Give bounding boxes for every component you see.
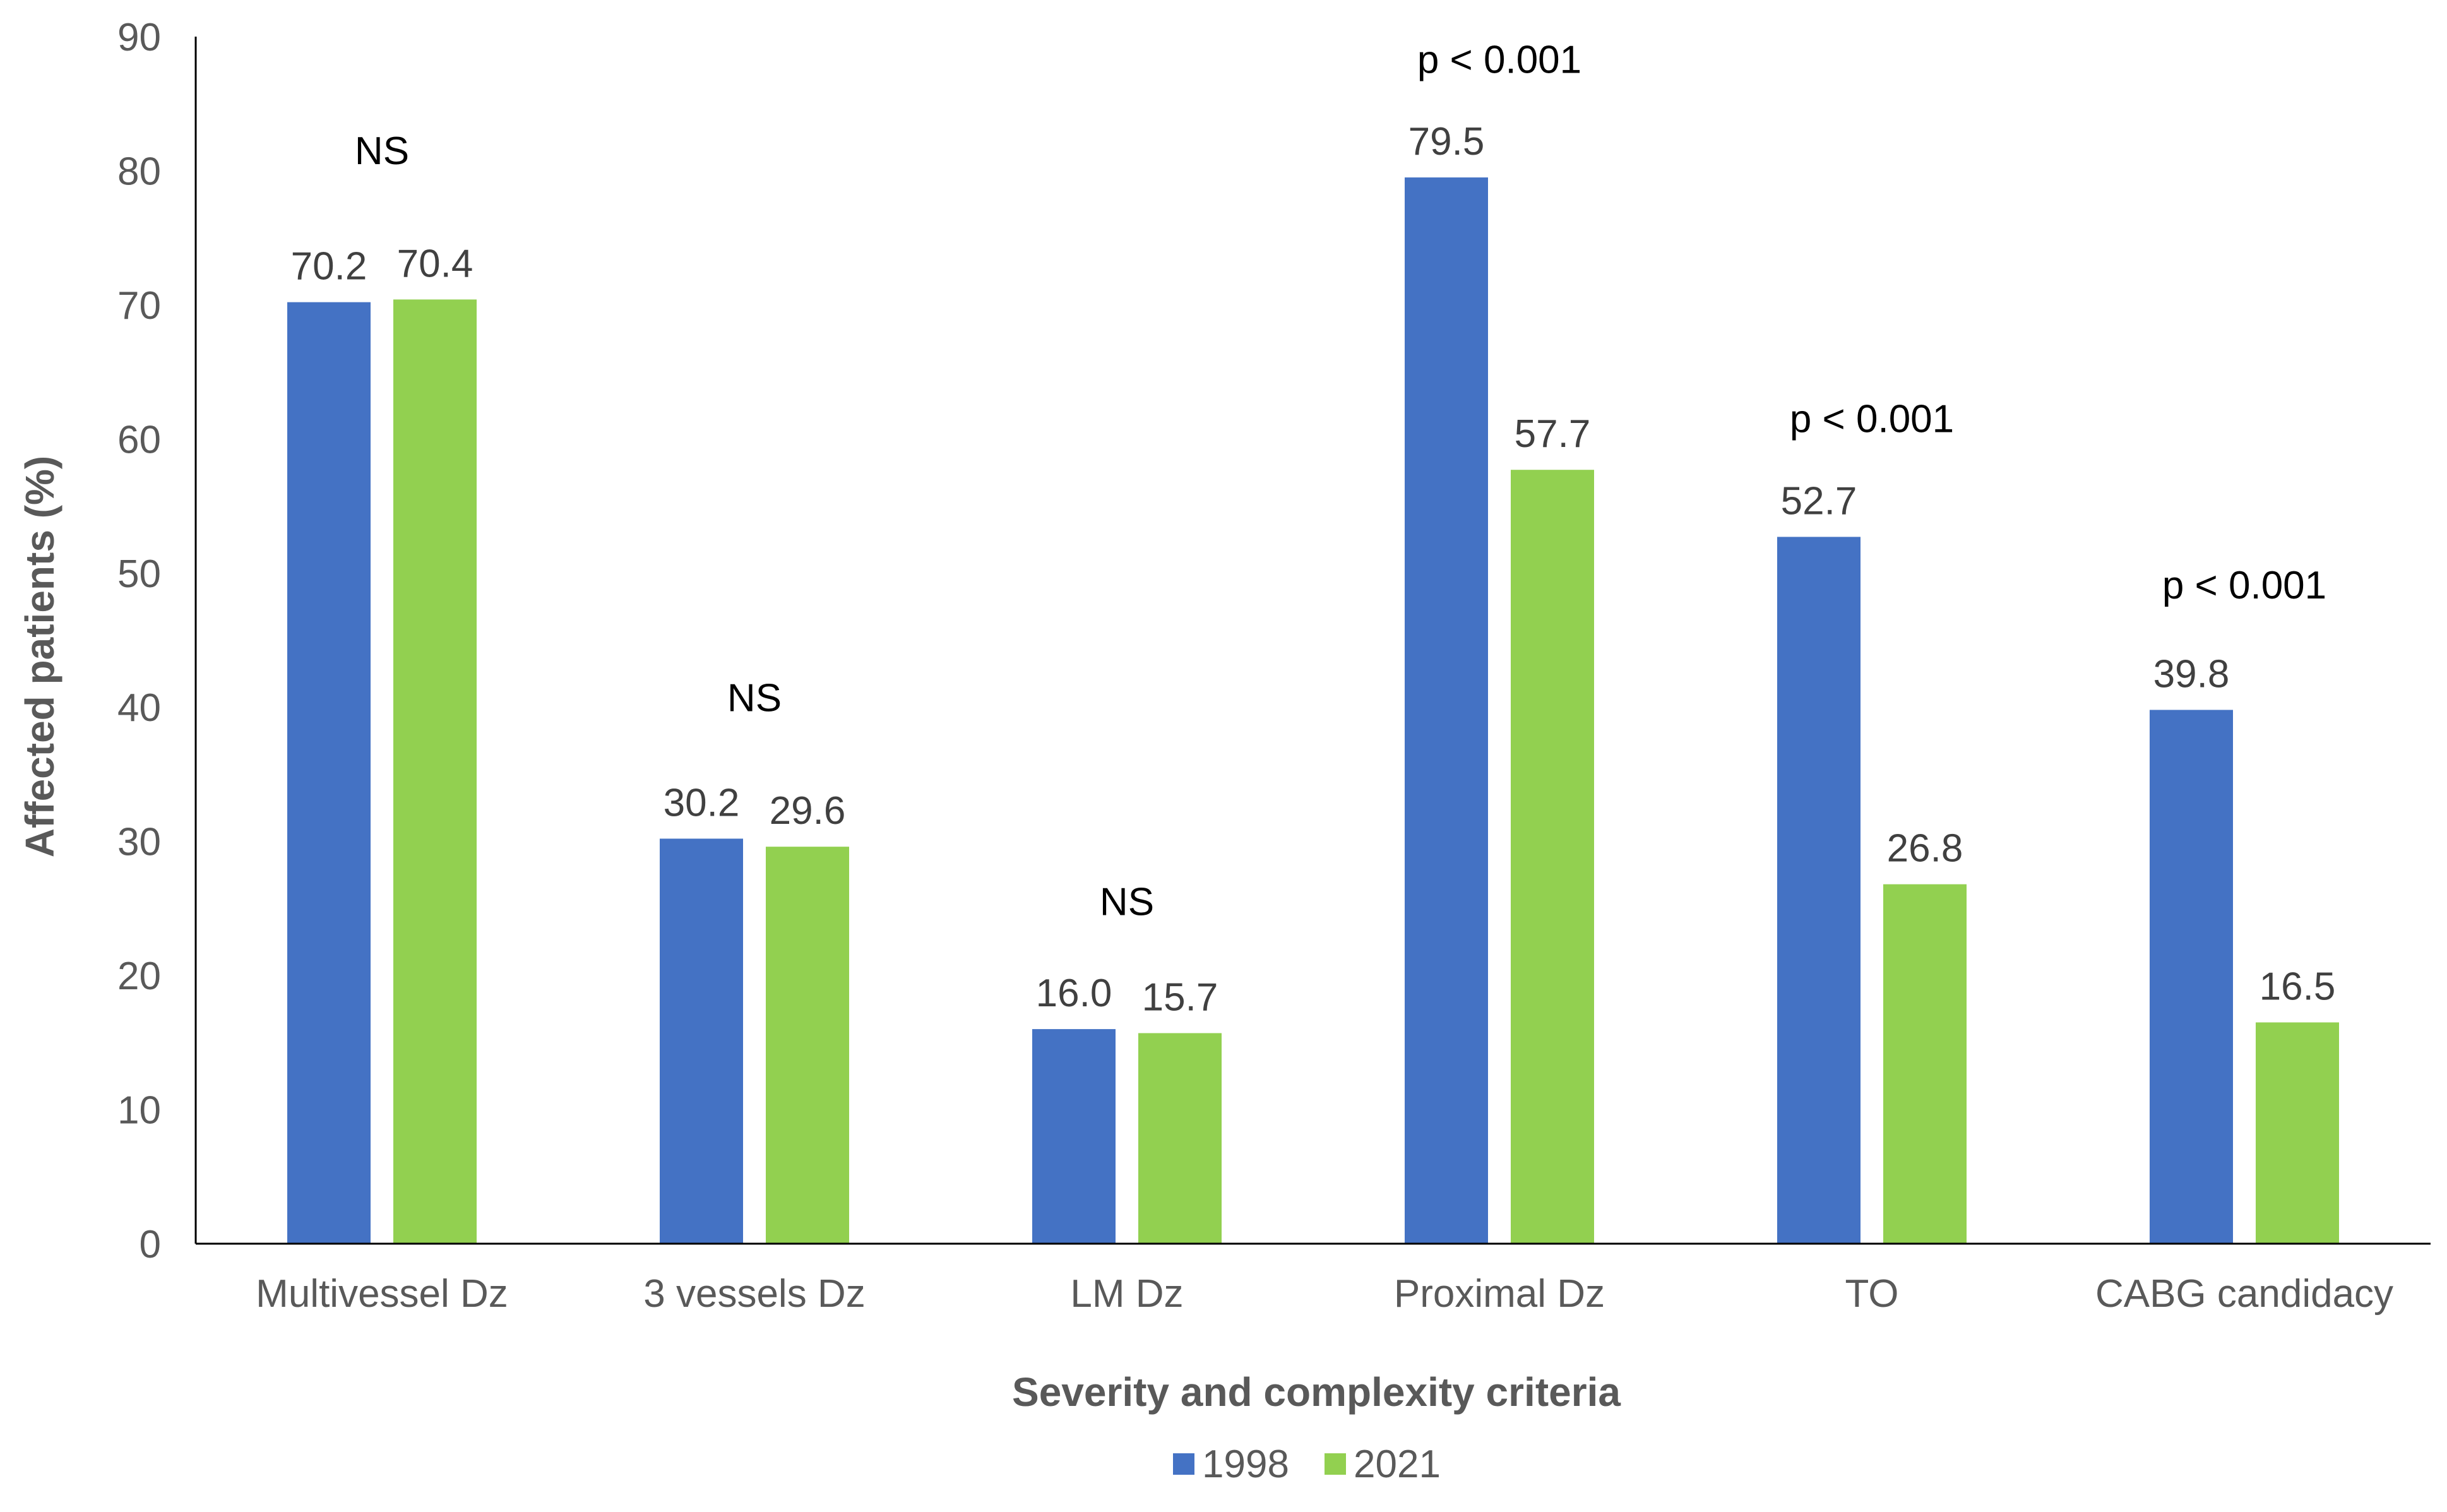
x-category-label-1: Multivessel Dz	[256, 1272, 508, 1316]
x-axis-title: Severity and complexity criteria	[1012, 1369, 1621, 1415]
significance-annotations: NS NS NS p < 0.001 p < 0.001 p < 0.001	[355, 38, 2326, 924]
bar-2021-5	[1883, 884, 1967, 1244]
bars	[287, 177, 2339, 1244]
y-axis-ticks: 0 10 20 30 40 50 60 70 80 90	[117, 16, 161, 1266]
x-category-label-3: LM Dz	[1070, 1272, 1183, 1316]
bar-2021-1	[393, 299, 477, 1244]
annotation-2: NS	[727, 677, 782, 720]
y-tick-label-80: 80	[117, 150, 161, 193]
bar-1998-1	[287, 302, 371, 1244]
x-category-label-6: CABG candidacy	[2095, 1272, 2393, 1316]
x-category-label-5: TO	[1845, 1272, 1899, 1316]
value-label-1998-6: 39.8	[2153, 652, 2230, 696]
bar-2021-4	[1511, 470, 1594, 1244]
y-tick-label-0: 0	[140, 1223, 161, 1266]
value-labels: 70.2 70.4 30.2 29.6 16.0 15.7 79.5 57.7 52.7 26.8…	[291, 120, 2336, 1019]
value-label-1998-4: 79.5	[1408, 120, 1485, 164]
y-tick-label-70: 70	[117, 284, 161, 328]
annotation-6: p < 0.001	[2162, 564, 2326, 607]
annotation-5: p < 0.001	[1790, 398, 1954, 441]
bar-2021-3	[1138, 1033, 1222, 1244]
y-tick-label-10: 10	[117, 1089, 161, 1133]
annotation-3: NS	[1100, 881, 1154, 924]
annotation-1: NS	[355, 129, 409, 173]
legend-swatch-1998	[1173, 1453, 1194, 1475]
y-axis-title: Affected patients (%)	[17, 456, 63, 858]
value-label-2021-3: 15.7	[1142, 975, 1218, 1019]
y-tick-label-30: 30	[117, 821, 161, 864]
bar-1998-3	[1032, 1029, 1116, 1244]
value-label-2021-2: 29.6	[770, 789, 846, 833]
y-tick-label-20: 20	[117, 955, 161, 998]
value-label-1998-2: 30.2	[664, 781, 740, 824]
legend-swatch-2021	[1325, 1453, 1346, 1475]
bar-1998-2	[660, 838, 743, 1244]
value-label-2021-1: 70.4	[397, 242, 473, 285]
y-tick-label-90: 90	[117, 16, 161, 59]
x-axis-category-labels: Multivessel Dz 3 vessels Dz LM Dz Proximal …	[256, 1272, 2393, 1316]
value-label-1998-1: 70.2	[291, 245, 367, 289]
value-label-2021-4: 57.7	[1515, 412, 1591, 456]
legend-label-2021: 2021	[1354, 1443, 1441, 1486]
legend-label-1998: 1998	[1202, 1443, 1289, 1486]
y-tick-label-50: 50	[117, 552, 161, 596]
legend: 1998 2021	[1173, 1443, 1441, 1486]
value-label-2021-6: 16.5	[2259, 965, 2336, 1008]
annotation-4: p < 0.001	[1417, 38, 1581, 81]
x-category-label-4: Proximal Dz	[1394, 1272, 1605, 1316]
bar-1998-6	[2150, 710, 2233, 1244]
value-label-1998-5: 52.7	[1781, 479, 1857, 523]
bar-2021-2	[766, 847, 849, 1244]
bar-1998-5	[1777, 537, 1861, 1244]
x-category-label-2: 3 vessels Dz	[643, 1272, 865, 1316]
bar-2021-6	[2256, 1022, 2339, 1244]
y-tick-label-60: 60	[117, 418, 161, 461]
value-label-1998-3: 16.0	[1036, 972, 1112, 1015]
bar-1998-4	[1405, 177, 1488, 1244]
value-label-2021-5: 26.8	[1887, 827, 1963, 871]
y-tick-label-40: 40	[117, 686, 161, 730]
